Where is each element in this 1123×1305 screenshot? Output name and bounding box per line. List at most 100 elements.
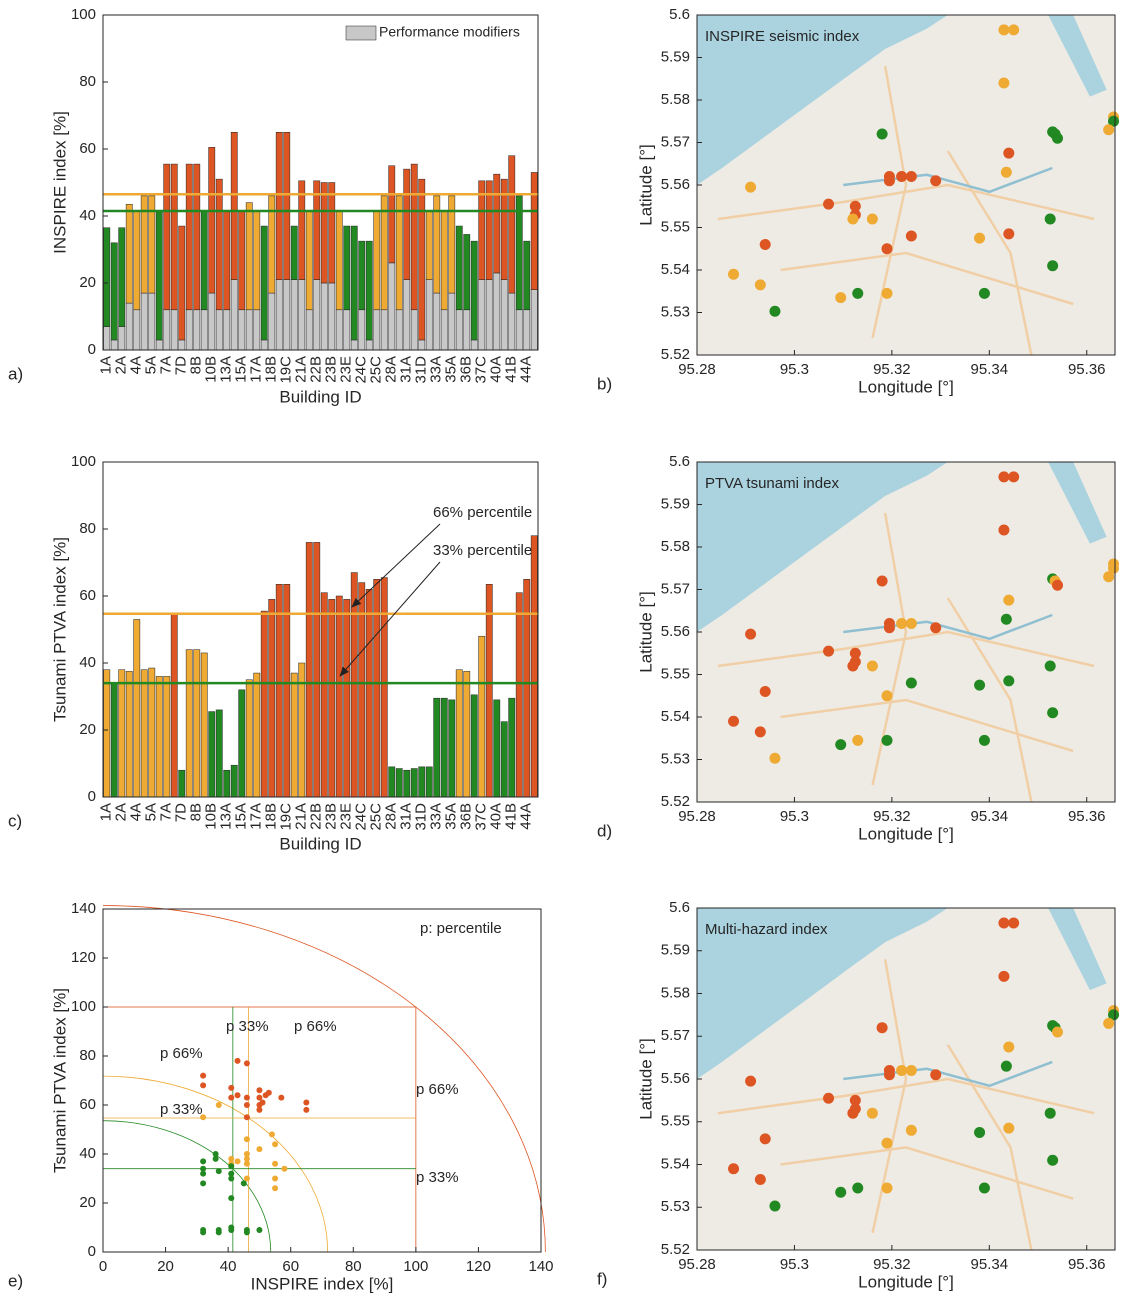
point <box>243 1175 250 1182</box>
bar <box>260 225 268 341</box>
point <box>303 1106 310 1113</box>
panel-label: f) <box>597 1269 607 1288</box>
point <box>1052 1026 1064 1038</box>
point <box>1108 115 1120 127</box>
x-tick-label: 4A <box>128 356 145 374</box>
bar <box>133 309 141 351</box>
map-road <box>871 959 908 1234</box>
x-tick-label: 1A <box>98 803 115 821</box>
bar <box>433 292 441 351</box>
y-tick-label: 20 <box>79 721 96 738</box>
bar <box>298 180 306 280</box>
bar <box>425 279 433 351</box>
point <box>1052 579 1064 591</box>
x-tick-label: 40A <box>488 356 505 383</box>
bar <box>523 579 531 798</box>
point <box>1008 917 1020 929</box>
bar <box>508 155 516 294</box>
point <box>228 1155 235 1162</box>
legend-swatch <box>345 25 377 41</box>
y-tick-label: 20 <box>79 274 96 291</box>
bar <box>440 210 448 311</box>
point <box>272 1141 279 1148</box>
bar <box>133 210 141 311</box>
bar <box>395 309 403 351</box>
x-tick-label: 18B <box>263 803 280 830</box>
y-tick-label: 5.6 <box>669 899 690 916</box>
bar <box>170 309 178 351</box>
bar <box>185 649 193 798</box>
bar <box>253 210 261 311</box>
x-tick-label: 95.32 <box>873 361 911 378</box>
x-tick-label: 15A <box>233 356 250 383</box>
point <box>866 213 878 225</box>
bar <box>403 168 411 280</box>
point <box>200 1180 207 1187</box>
bar <box>268 195 276 294</box>
bar <box>395 768 403 798</box>
map-road <box>780 698 1074 753</box>
y-tick-label: 60 <box>79 140 96 157</box>
point <box>212 1155 219 1162</box>
y-tick-label: 0 <box>88 1243 96 1260</box>
x-tick-label: 10B <box>203 356 220 383</box>
bar <box>215 709 223 798</box>
map-road <box>871 65 908 339</box>
point <box>759 686 771 697</box>
y-axis-label: INSPIRE index [%] <box>50 111 69 254</box>
bar <box>313 542 321 798</box>
y-axis-label: Latitude [°] <box>636 591 655 672</box>
bar <box>230 764 238 798</box>
x-tick-label: 95.34 <box>971 808 1009 825</box>
point <box>998 917 1010 929</box>
bar <box>328 599 336 798</box>
x-tick-label: 37C <box>473 803 490 831</box>
x-tick-label: 36B <box>458 356 475 383</box>
point <box>823 645 835 657</box>
y-tick-label: 5.55 <box>661 218 690 235</box>
map-title: Multi-hazard index <box>705 921 828 938</box>
point <box>978 287 990 299</box>
x-axis-label: Longitude [°] <box>858 1272 954 1291</box>
y-tick-label: 80 <box>79 1047 96 1064</box>
bar <box>223 309 231 351</box>
bar <box>283 584 291 798</box>
x-tick-label: 1A <box>98 356 115 374</box>
point <box>240 1180 247 1187</box>
x-tick-label: 33A <box>428 356 445 383</box>
y-tick-label: 5.53 <box>661 1198 690 1215</box>
legend-label: Performance modifiers <box>379 24 520 40</box>
point <box>1047 707 1059 719</box>
bar <box>230 132 238 280</box>
x-tick-label: 95.3 <box>780 361 809 378</box>
point <box>769 305 781 317</box>
bar <box>530 172 538 290</box>
x-tick-label: 60 <box>282 1258 299 1275</box>
bar <box>410 309 418 351</box>
point <box>215 1229 222 1236</box>
bar <box>178 769 186 798</box>
point <box>728 715 740 727</box>
bar <box>275 279 283 351</box>
y-tick-label: 5.58 <box>661 91 690 108</box>
bar <box>208 147 216 294</box>
map-title: PTVA tsunami index <box>705 475 839 492</box>
bar <box>155 210 163 341</box>
x-tick-label: 95.36 <box>1068 1256 1106 1273</box>
x-tick-label: 0 <box>99 1258 107 1275</box>
bar <box>365 339 373 351</box>
y-tick-label: 60 <box>79 587 96 604</box>
map-title: INSPIRE seismic index <box>705 28 860 45</box>
bar <box>395 195 403 311</box>
bar <box>448 292 456 351</box>
map-river <box>1048 908 1107 991</box>
bar <box>245 679 253 798</box>
y-tick-label: 5.58 <box>661 984 690 1001</box>
point <box>243 1155 250 1162</box>
point <box>974 1126 986 1138</box>
point <box>974 679 986 691</box>
annotation: p: percentile <box>420 920 502 937</box>
bar <box>163 163 171 311</box>
x-tick-label: 80 <box>345 1258 362 1275</box>
x-tick-label: 2A <box>113 356 130 374</box>
